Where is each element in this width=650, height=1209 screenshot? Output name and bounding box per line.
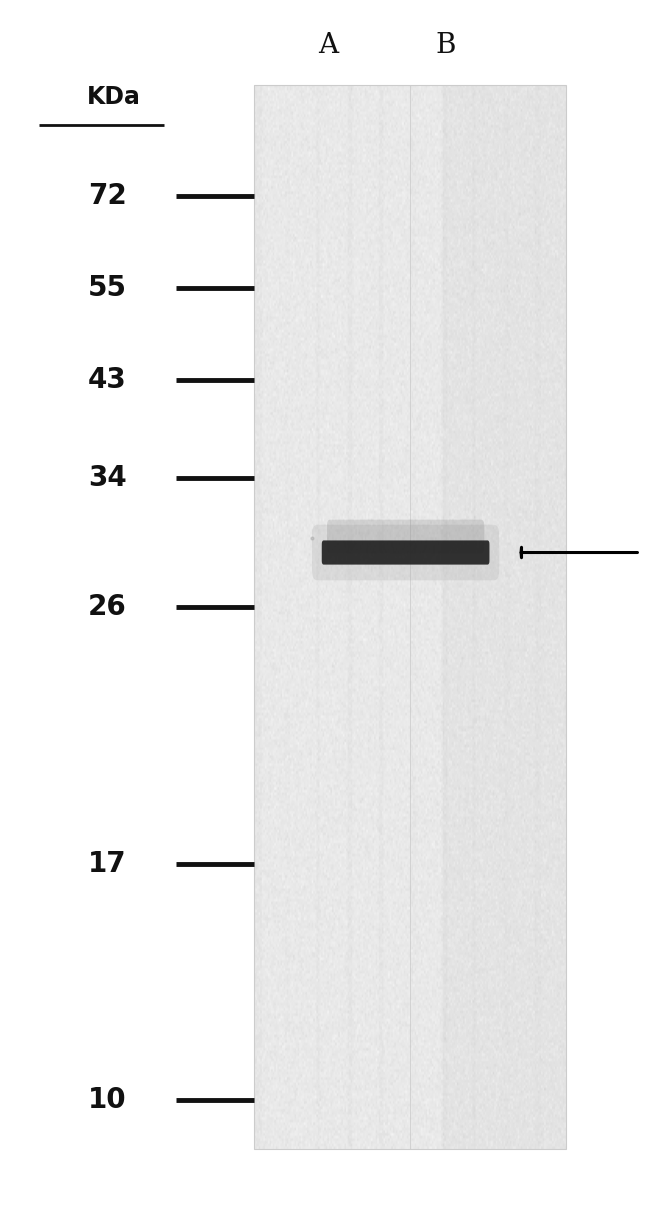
Bar: [254, 85, 410, 1149]
Text: 17: 17: [88, 850, 127, 879]
Text: A: A: [318, 33, 338, 59]
FancyBboxPatch shape: [327, 520, 484, 554]
Text: 10: 10: [88, 1086, 127, 1115]
Bar: [254, 85, 566, 1149]
Text: 55: 55: [88, 273, 127, 302]
FancyBboxPatch shape: [312, 525, 499, 580]
Text: B: B: [435, 33, 456, 59]
Text: 72: 72: [88, 181, 127, 210]
Text: 34: 34: [88, 463, 127, 492]
Text: 26: 26: [88, 592, 127, 621]
Text: KDa: KDa: [87, 85, 140, 109]
Bar: [410, 85, 566, 1149]
Text: 43: 43: [88, 365, 127, 394]
FancyBboxPatch shape: [322, 540, 489, 565]
